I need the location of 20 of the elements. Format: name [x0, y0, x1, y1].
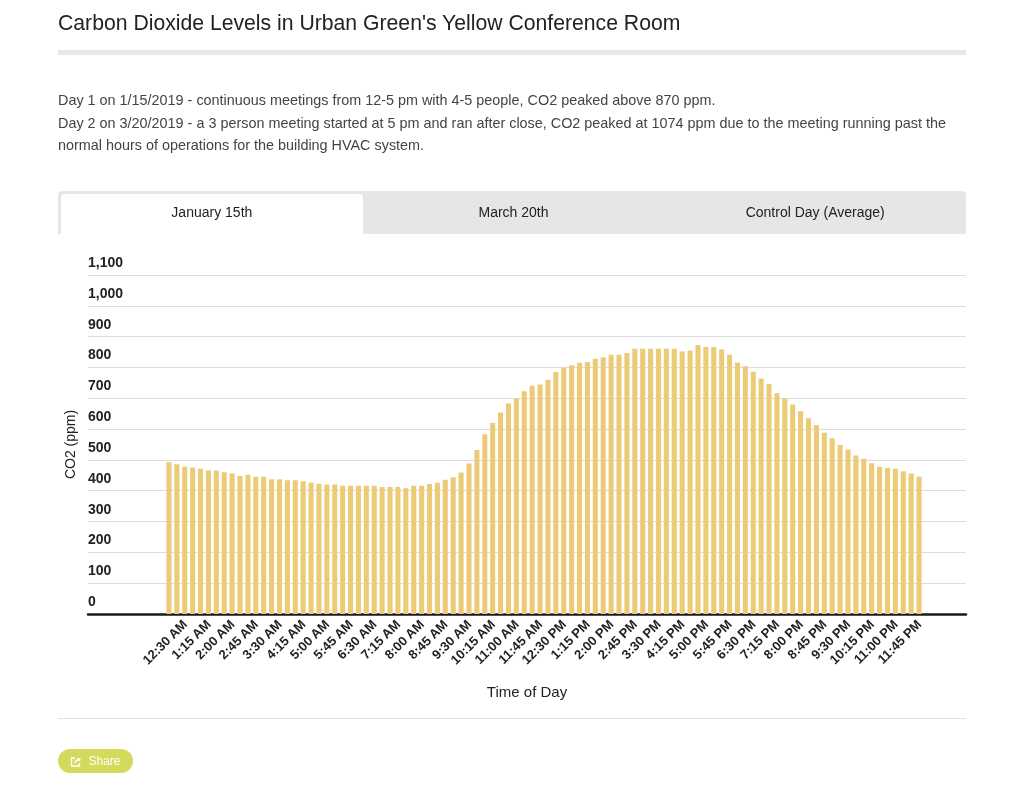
chart-title: Carbon Dioxide Levels in Urban Green's Yellow Conference Room [58, 11, 681, 35]
chart-subtitle: Day 1 on 1/15/2019 - continuous meetings from 12-5 pm with 4-5 people, CO2 peaked above 870 ppm. Day 2 on 3/20/2019 - a 3 person meeting started at 5 pm and ran after close, CO2 peaked at 1074 ppm due to the meeting running past the normal hours of operations for the building HVAC system. [58, 91, 947, 155]
y-tick-label: 700 [88, 377, 112, 394]
y-tick-label: 900 [88, 315, 112, 332]
y-tick-label: 300 [88, 500, 112, 517]
y-tick-label: 0 [88, 593, 96, 609]
tab-label: Control Day (Average) [744, 203, 886, 222]
y-tick-label: 500 [88, 438, 112, 455]
y-tick-label: 800 [88, 346, 112, 363]
y-tick-label: 1,000 [88, 284, 124, 301]
tab-label: March 20th [477, 203, 550, 222]
y-tick-label: 100 [88, 562, 112, 579]
y-tick-label: 600 [88, 408, 112, 425]
y-axis-title: CO2 (ppm) [62, 409, 79, 480]
y-tick-label: 200 [88, 531, 112, 548]
x-axis-title: Time of Day [486, 683, 568, 700]
selected-tab: January 15th [61, 194, 363, 234]
share-button: Share [58, 749, 133, 773]
y-tick-label: 1,100 [88, 254, 124, 270]
y-tick-label: 400 [88, 469, 112, 486]
